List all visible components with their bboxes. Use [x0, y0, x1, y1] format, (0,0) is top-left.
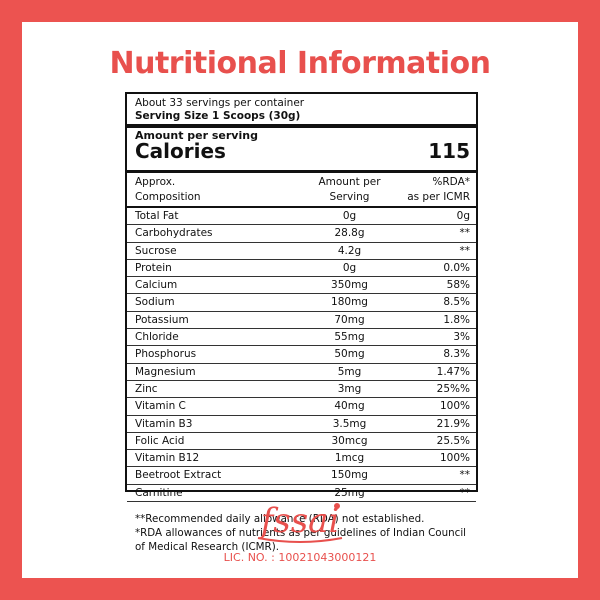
nutrient-rda: **: [460, 487, 471, 499]
nutrient-amount: 1mcg: [297, 452, 402, 464]
nutrient-amount: 30mcg: [297, 435, 402, 447]
nutrient-rda: 25.5%: [437, 435, 470, 447]
table-row: Vitamin B3 3.5mg 21.9%: [127, 416, 476, 433]
nutrient-rda: **: [460, 245, 471, 257]
nutrient-name: Beetroot Extract: [135, 469, 221, 481]
nutrient-rda: 100%: [440, 452, 470, 464]
nutrient-name: Total Fat: [135, 210, 179, 222]
nutrient-amount: 70mg: [297, 314, 402, 326]
serving-size: Serving Size 1 Scoops (30g): [135, 110, 300, 122]
nutrient-rda: 3%: [453, 331, 470, 343]
nutrient-rda: 100%: [440, 400, 470, 412]
nutrient-amount: 5mg: [297, 366, 402, 378]
table-row: Potassium 70mg 1.8%: [127, 312, 476, 329]
nutrient-rda: 0g: [457, 210, 470, 222]
nutrient-amount: 40mg: [297, 400, 402, 412]
nutrient-name: Vitamin B3: [135, 418, 192, 430]
table-row: Zinc 3mg 25%%: [127, 381, 476, 398]
servings-per-container: About 33 servings per container: [135, 97, 304, 109]
table-row: Sodium 180mg 8.5%: [127, 294, 476, 311]
nutrient-amount: 4.2g: [297, 245, 402, 257]
nutrient-amount: 55mg: [297, 331, 402, 343]
nutrient-rda: 58%: [447, 279, 470, 291]
table-row: Carbohydrates 28.8g **: [127, 225, 476, 242]
nutrient-name: Calcium: [135, 279, 177, 291]
thick-divider: [127, 124, 476, 128]
page-title: Nutritional Information: [22, 46, 578, 81]
header-composition: Approx. Composition: [135, 175, 201, 205]
header-amount: Amount per Serving: [297, 175, 402, 205]
nutrient-name: Sucrose: [135, 245, 177, 257]
nutrient-amount: 0g: [297, 262, 402, 274]
nutrient-name: Carnitine: [135, 487, 183, 499]
nutrient-name: Phosphorus: [135, 348, 196, 360]
table-row: Vitamin B12 1mcg 100%: [127, 450, 476, 467]
nutrient-amount: 25mg: [297, 487, 402, 499]
table-row: Phosphorus 50mg 8.3%: [127, 346, 476, 363]
nutrient-name: Folic Acid: [135, 435, 184, 447]
nutrition-facts-label: About 33 servings per container Serving …: [125, 92, 478, 492]
nutrient-rda: 21.9%: [437, 418, 470, 430]
nutrient-name: Carbohydrates: [135, 227, 213, 239]
nutrient-name: Sodium: [135, 296, 175, 308]
nutrient-rda: 1.47%: [437, 366, 470, 378]
nutrient-rda: 1.8%: [443, 314, 470, 326]
nutrient-rda: **: [460, 227, 471, 239]
medium-divider: [127, 170, 476, 173]
nutrition-card: Nutritional Information About 33 serving…: [22, 22, 578, 578]
fssai-logo: fssai: [22, 500, 578, 548]
nutrient-amount: 150mg: [297, 469, 402, 481]
license-number: LIC. NO. : 10021043000121: [22, 551, 578, 564]
nutrient-name: Potassium: [135, 314, 189, 326]
nutrient-name: Chloride: [135, 331, 179, 343]
nutrient-rda: **: [460, 469, 471, 481]
nutrient-rda: 0.0%: [443, 262, 470, 274]
table-row: Vitamin C 40mg 100%: [127, 398, 476, 415]
svg-text:fssai: fssai: [258, 501, 340, 541]
nutrient-name: Protein: [135, 262, 172, 274]
calories-label: Calories: [135, 139, 226, 163]
table-row: Magnesium 5mg 1.47%: [127, 364, 476, 381]
table-row: Total Fat 0g 0g: [127, 208, 476, 225]
table-row: Folic Acid 30mcg 25.5%: [127, 433, 476, 450]
nutrient-rda: 25%%: [437, 383, 470, 395]
nutrient-amount: 3mg: [297, 383, 402, 395]
table-row: Sucrose 4.2g **: [127, 243, 476, 260]
table-row: Beetroot Extract 150mg **: [127, 467, 476, 484]
nutrient-table: Total Fat 0g 0g Carbohydrates 28.8g ** Sucrose…: [127, 208, 476, 502]
fssai-logo-icon: fssai: [240, 500, 360, 544]
nutrient-name: Vitamin C: [135, 400, 186, 412]
nutrient-amount: 0g: [297, 210, 402, 222]
calories-value: 115: [428, 139, 470, 163]
nutrient-name: Zinc: [135, 383, 158, 395]
nutrient-amount: 28.8g: [297, 227, 402, 239]
nutrient-amount: 50mg: [297, 348, 402, 360]
nutrient-rda: 8.3%: [443, 348, 470, 360]
nutrient-amount: 3.5mg: [297, 418, 402, 430]
header-rda: %RDA* as per ICMR: [407, 175, 470, 205]
nutrient-rda: 8.5%: [443, 296, 470, 308]
table-row: Protein 0g 0.0%: [127, 260, 476, 277]
table-row: Chloride 55mg 3%: [127, 329, 476, 346]
nutrient-amount: 350mg: [297, 279, 402, 291]
nutrient-name: Magnesium: [135, 366, 196, 378]
table-row: Calcium 350mg 58%: [127, 277, 476, 294]
nutrient-name: Vitamin B12: [135, 452, 199, 464]
nutrient-amount: 180mg: [297, 296, 402, 308]
